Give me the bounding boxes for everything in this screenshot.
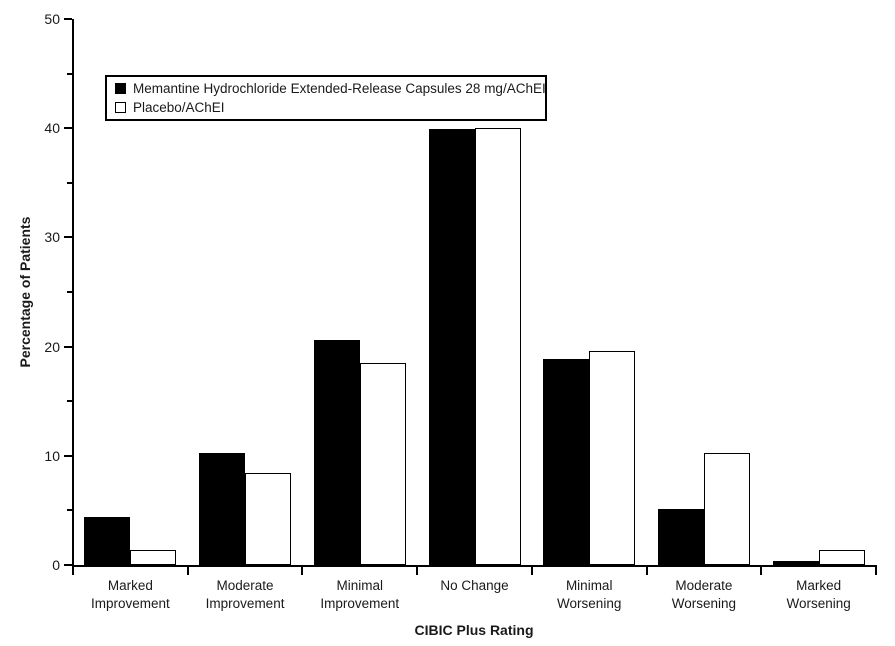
x-axis-title: CIBIC Plus Rating bbox=[414, 622, 534, 638]
bar-placebo-marked-improvement bbox=[130, 549, 177, 565]
category-label-marked-improvement: Marked Improvement bbox=[90, 578, 170, 611]
y-major-tick-30 bbox=[64, 236, 72, 239]
y-minor-tick-35 bbox=[67, 181, 72, 184]
bar-memantine-minimal-improvement bbox=[313, 340, 360, 565]
category-label-minimal-worsening: Minimal Worsening bbox=[557, 578, 622, 611]
x-tick-4 bbox=[530, 566, 533, 575]
x-tick-2 bbox=[301, 566, 304, 575]
y-tick-label-50: 50 bbox=[44, 11, 60, 27]
x-tick-5 bbox=[645, 566, 648, 575]
y-minor-tick-15 bbox=[67, 400, 72, 403]
x-tick-1 bbox=[186, 566, 189, 575]
y-minor-tick-5 bbox=[67, 509, 72, 512]
y-tick-label-0: 0 bbox=[52, 557, 60, 573]
x-axis-line bbox=[72, 565, 877, 567]
y-minor-tick-25 bbox=[67, 291, 72, 293]
legend-swatch-placebo-icon bbox=[115, 102, 126, 113]
legend-item-memantine: Memantine Hydrochloride Extended-Release… bbox=[115, 81, 546, 96]
category-label-moderate-improvement: Moderate Improvement bbox=[205, 578, 285, 611]
bar-placebo-moderate-worsening bbox=[703, 452, 750, 565]
bar-placebo-no-change bbox=[474, 128, 521, 565]
bar-placebo-moderate-improvement bbox=[245, 473, 292, 565]
y-tick-label-40: 40 bbox=[44, 120, 60, 137]
bar-placebo-minimal-improvement bbox=[359, 362, 406, 565]
bar-placebo-marked-worsening bbox=[818, 549, 865, 565]
legend-box: Memantine Hydrochloride Extended-Release… bbox=[105, 75, 547, 121]
x-tick-6 bbox=[760, 566, 763, 575]
bar-memantine-minimal-worsening bbox=[543, 358, 590, 565]
bar-memantine-marked-improvement bbox=[84, 516, 131, 565]
x-tick-3 bbox=[416, 566, 419, 575]
legend-label-memantine: Memantine Hydrochloride Extended-Release… bbox=[133, 81, 546, 96]
y-tick-label-30: 30 bbox=[44, 229, 60, 246]
y-axis-title: Percentage of Patients bbox=[17, 216, 33, 368]
y-major-tick-40 bbox=[64, 127, 72, 130]
legend-label-placebo: Placebo/AChEI bbox=[133, 100, 225, 115]
bar-memantine-moderate-improvement bbox=[199, 452, 246, 565]
legend-swatch-memantine-icon bbox=[115, 83, 126, 94]
x-tick-0 bbox=[72, 566, 74, 575]
y-major-tick-10 bbox=[64, 454, 72, 457]
bar-memantine-marked-worsening bbox=[772, 560, 819, 565]
y-tick-label-10: 10 bbox=[44, 447, 60, 464]
y-tick-label-20: 20 bbox=[44, 338, 60, 355]
category-label-minimal-improvement: Minimal Improvement bbox=[320, 578, 400, 611]
y-axis-line bbox=[72, 19, 74, 567]
category-label-marked-worsening: Marked Worsening bbox=[786, 578, 851, 611]
bar-memantine-moderate-worsening bbox=[657, 509, 704, 565]
legend-item-placebo: Placebo/AChEI bbox=[115, 100, 545, 115]
bar-placebo-minimal-worsening bbox=[589, 350, 636, 565]
x-tick-7 bbox=[875, 566, 877, 575]
y-minor-tick-45 bbox=[67, 72, 72, 75]
category-label-moderate-worsening: Moderate Worsening bbox=[671, 578, 737, 611]
bar-memantine-no-change bbox=[428, 129, 475, 565]
y-major-tick-20 bbox=[64, 345, 72, 348]
category-label-no-change: No Change bbox=[440, 578, 509, 593]
y-major-tick-0 bbox=[64, 564, 72, 566]
y-major-tick-50 bbox=[64, 18, 72, 20]
